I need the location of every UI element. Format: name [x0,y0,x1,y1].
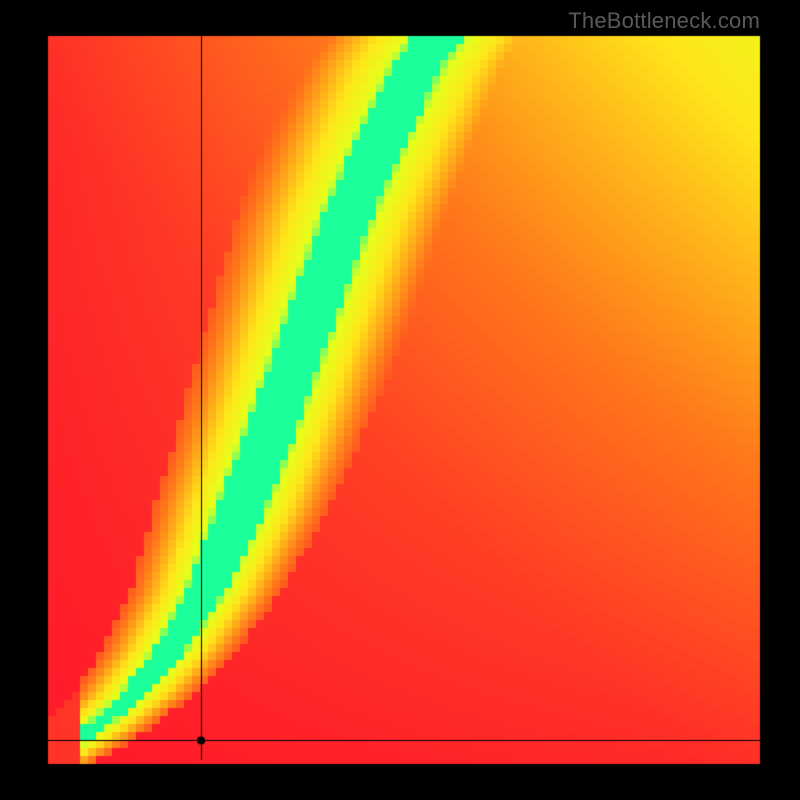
heatmap-canvas [0,0,800,800]
chart-container: TheBottleneck.com [0,0,800,800]
watermark-text: TheBottleneck.com [568,8,760,34]
